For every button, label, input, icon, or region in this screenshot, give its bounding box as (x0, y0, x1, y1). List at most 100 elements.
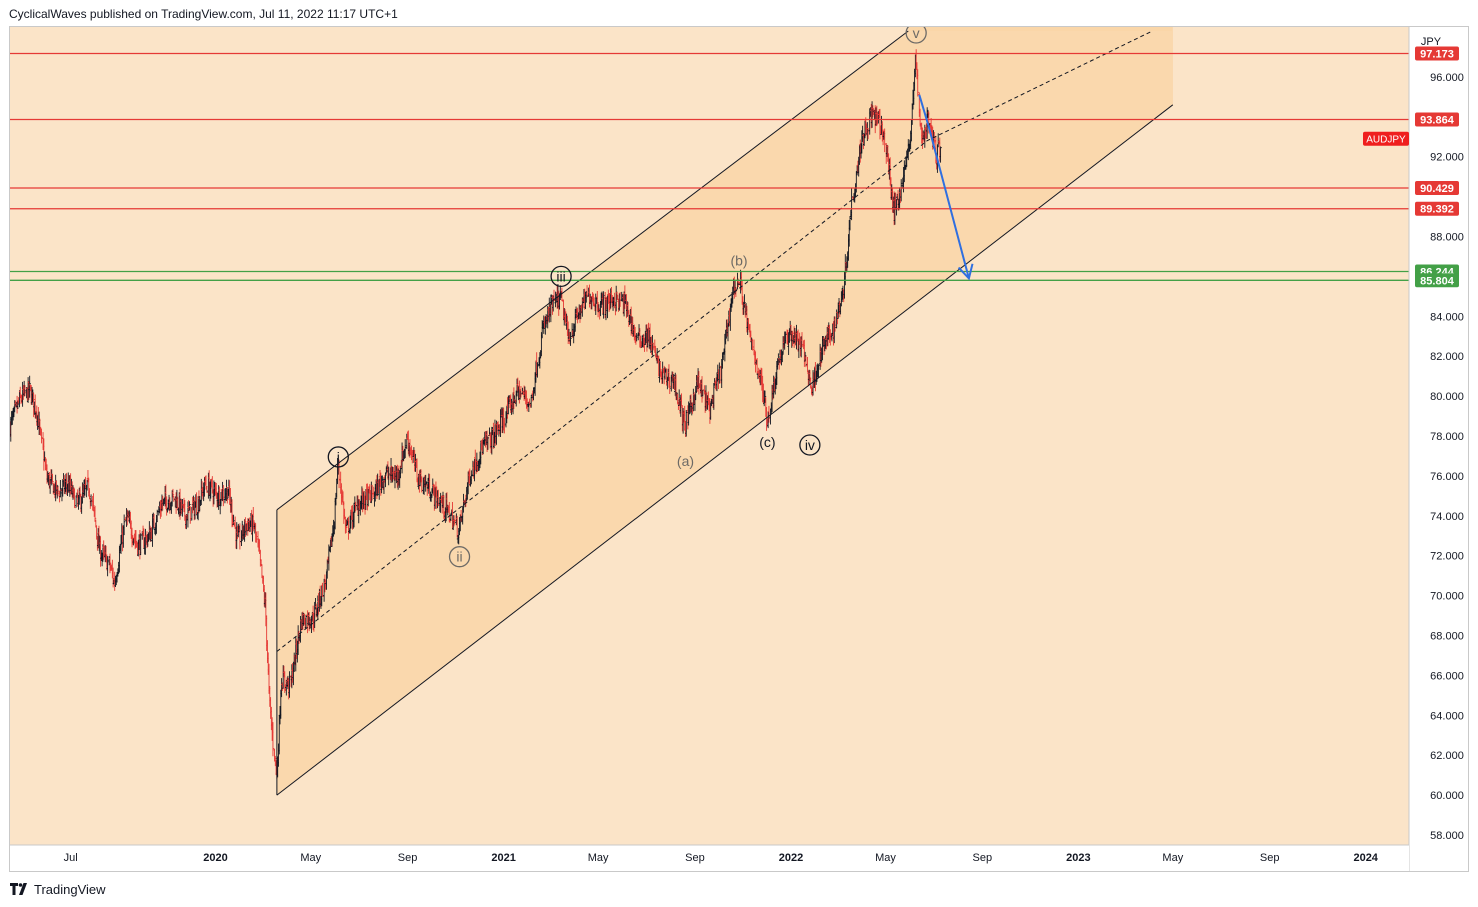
price-candle (205, 485, 209, 493)
level-badge-text: 97.173 (1420, 48, 1454, 60)
price-axis-panel (1409, 27, 1468, 871)
level-badge-text: 93.864 (1420, 114, 1455, 126)
channel-median-line[interactable] (276, 30, 1153, 652)
price-candle (486, 436, 490, 450)
resistance-level-badge[interactable] (1415, 46, 1459, 61)
price-candle (88, 488, 91, 499)
price-tick-label: 80.000 (1430, 391, 1464, 403)
price-candle (176, 496, 179, 511)
price-tick-label: 92.000 (1430, 152, 1464, 164)
price-tick-label: 78.000 (1430, 431, 1464, 443)
symbol-badge[interactable] (1363, 131, 1409, 146)
price-candle (93, 505, 97, 522)
wave-label: iii (556, 268, 565, 284)
time-tick-label: May (300, 852, 321, 864)
price-candle (226, 487, 229, 504)
price-candle (839, 303, 842, 315)
wave-label-circle (799, 434, 821, 456)
price-candle (507, 395, 510, 415)
price-tick-label: 60.000 (1430, 790, 1464, 802)
resistance-level-badge[interactable] (1415, 112, 1459, 127)
price-candle (448, 502, 451, 523)
price-tick-label: 58.000 (1430, 830, 1464, 842)
channel-fill (276, 30, 1173, 796)
price-candle (414, 453, 417, 472)
price-tick-label: 70.000 (1430, 591, 1464, 603)
price-candle (283, 671, 286, 693)
time-tick-label: 2024 (1353, 852, 1378, 864)
price-tick-label: 66.000 (1430, 670, 1464, 682)
price-candle (718, 362, 721, 384)
price-candle (817, 364, 820, 378)
price-candle (784, 331, 787, 344)
projection-arrow-line[interactable] (918, 94, 970, 279)
wave-label: v (913, 27, 920, 41)
wave-label: (c) (759, 434, 775, 450)
time-tick-label: May (588, 852, 609, 864)
tradingview-logo-icon[interactable] (10, 883, 29, 895)
price-candle (288, 671, 291, 698)
resistance-level-badge[interactable] (1415, 181, 1459, 196)
resistance-level-badge[interactable] (1415, 201, 1459, 216)
price-candle (59, 480, 62, 498)
price-candle (916, 69, 919, 97)
time-tick-label: Sep (973, 852, 993, 864)
price-candle (672, 374, 675, 389)
price-candle (344, 519, 348, 534)
price-candle (833, 316, 837, 332)
price-candle (384, 472, 387, 488)
price-candle (415, 458, 419, 483)
price-candle (570, 323, 574, 338)
price-tick-label: 72.000 (1430, 551, 1464, 563)
price-candle (188, 501, 191, 511)
price-candle (635, 333, 638, 342)
price-candle (23, 385, 27, 397)
chart-frame: i ii iii (a) (b) (c) iv v 58.000 60.000 62.000 64.0… (9, 26, 1469, 872)
price-candle (172, 495, 175, 502)
price-candle (241, 520, 244, 542)
price-candle (536, 362, 539, 378)
price-candle (680, 393, 683, 407)
wave-label-circle (448, 546, 471, 568)
wave-label: (b) (730, 252, 747, 268)
price-candle (751, 338, 754, 351)
candles (10, 49, 942, 779)
price-candle (594, 293, 597, 316)
price-tick-label: 64.000 (1430, 710, 1464, 722)
price-candle (850, 188, 853, 221)
support-level-badge[interactable] (1415, 273, 1459, 288)
price-candle (668, 377, 671, 394)
wave-label: iv (805, 437, 815, 453)
price-candle (503, 417, 506, 434)
price-candle (569, 331, 572, 346)
time-tick-label: 2021 (491, 852, 515, 864)
price-candle (863, 133, 866, 146)
price-candle (95, 525, 98, 540)
time-tick-label: 2023 (1066, 852, 1090, 864)
projection-arrowhead (957, 263, 974, 281)
level-badge-text: 89.392 (1420, 204, 1454, 216)
price-tick-label: 82.000 (1430, 351, 1464, 363)
price-candle (56, 486, 60, 497)
price-candle (755, 358, 759, 375)
price-candle (106, 556, 109, 577)
price-tick-label: 88.000 (1430, 231, 1464, 243)
price-candle (370, 484, 374, 501)
price-candle (848, 216, 852, 231)
channel-lower-line[interactable] (276, 104, 1174, 796)
price-candle (933, 132, 936, 146)
channel-upper-line[interactable] (276, 30, 909, 511)
price-candle (703, 385, 706, 395)
wave-label: ii (456, 549, 462, 565)
price-tick-label: 74.000 (1430, 511, 1464, 523)
price-candle (939, 146, 942, 163)
wave-label: (a) (677, 453, 694, 469)
tradingview-brand[interactable]: TradingView (34, 881, 106, 897)
price-tick-label: 84.000 (1430, 311, 1464, 323)
price-candle (921, 127, 924, 150)
price-candle (426, 484, 429, 496)
price-candle (763, 390, 767, 403)
price-tick-label: 76.000 (1430, 471, 1464, 483)
price-candle (861, 125, 864, 142)
